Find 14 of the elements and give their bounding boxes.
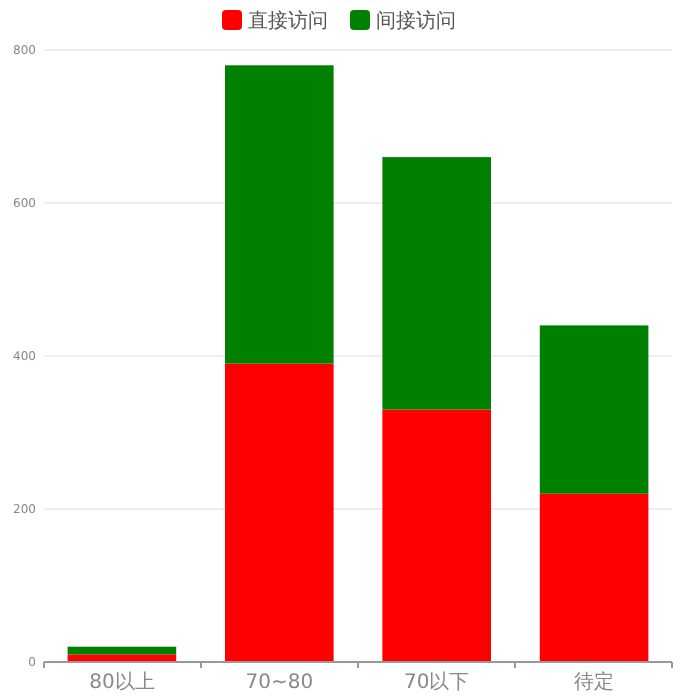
bar (67, 654, 177, 662)
bar (225, 363, 334, 662)
bar (539, 325, 649, 494)
bar (539, 493, 649, 662)
bar (225, 65, 334, 364)
legend-label: 直接访问 (248, 9, 328, 33)
bar (382, 409, 491, 662)
bar (382, 157, 491, 410)
bar (67, 646, 177, 655)
x-tick-label: 70以下 (403, 670, 470, 694)
x-tick-label: 待定 (574, 670, 615, 694)
x-tick-label: 70~80 (245, 672, 314, 694)
legend-label: 间接访问 (376, 9, 456, 33)
x-tick-label: 80以上 (89, 670, 155, 694)
